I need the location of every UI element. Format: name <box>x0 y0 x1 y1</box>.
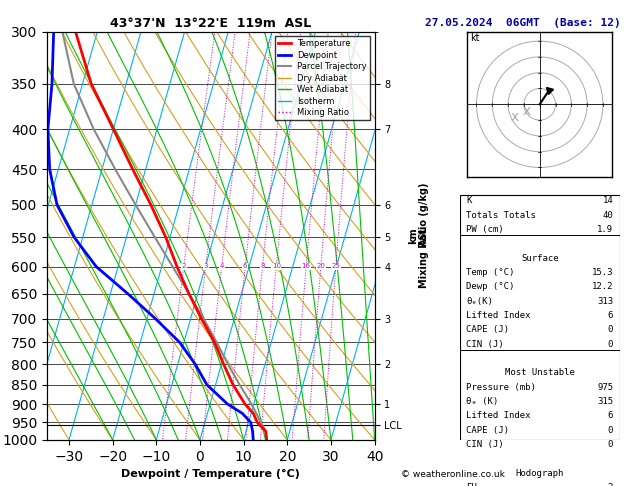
Text: Hodograph: Hodograph <box>516 469 564 478</box>
Text: θₑ(K): θₑ(K) <box>466 297 493 306</box>
Text: 8: 8 <box>260 263 265 269</box>
Text: Mixing Ratio (g/kg): Mixing Ratio (g/kg) <box>419 183 429 289</box>
Y-axis label: km
ASL: km ASL <box>408 226 429 246</box>
X-axis label: Dewpoint / Temperature (°C): Dewpoint / Temperature (°C) <box>121 469 300 479</box>
Text: Totals Totals: Totals Totals <box>466 211 536 220</box>
Text: 25: 25 <box>331 263 340 269</box>
FancyBboxPatch shape <box>460 195 620 440</box>
Text: 975: 975 <box>597 383 613 392</box>
Text: EH: EH <box>466 483 477 486</box>
Legend: Temperature, Dewpoint, Parcel Trajectory, Dry Adiabat, Wet Adiabat, Isotherm, Mi: Temperature, Dewpoint, Parcel Trajectory… <box>275 36 370 121</box>
Text: 10: 10 <box>272 263 281 269</box>
Text: 20: 20 <box>316 263 325 269</box>
Text: 0: 0 <box>608 340 613 349</box>
Text: 0: 0 <box>608 440 613 449</box>
Text: Lifted Index: Lifted Index <box>466 311 531 320</box>
Text: CAPE (J): CAPE (J) <box>466 426 509 435</box>
Text: 12.2: 12.2 <box>592 282 613 292</box>
Text: © weatheronline.co.uk: © weatheronline.co.uk <box>401 470 505 479</box>
Text: 4: 4 <box>220 263 224 269</box>
Text: θₑ (K): θₑ (K) <box>466 397 499 406</box>
Text: kt: kt <box>470 33 480 43</box>
Text: 15.3: 15.3 <box>592 268 613 277</box>
Text: 313: 313 <box>597 297 613 306</box>
Text: CIN (J): CIN (J) <box>466 440 504 449</box>
Text: Temp (°C): Temp (°C) <box>466 268 515 277</box>
Text: 0: 0 <box>608 426 613 435</box>
Text: 2: 2 <box>608 483 613 486</box>
Text: Dewp (°C): Dewp (°C) <box>466 282 515 292</box>
Text: PW (cm): PW (cm) <box>466 225 504 234</box>
Text: CAPE (J): CAPE (J) <box>466 326 509 334</box>
Text: 1.9: 1.9 <box>597 225 613 234</box>
Text: 2: 2 <box>182 263 186 269</box>
Text: 315: 315 <box>597 397 613 406</box>
Text: 14: 14 <box>603 196 613 206</box>
Text: x: x <box>510 110 518 124</box>
Text: x: x <box>523 104 531 118</box>
Text: 16: 16 <box>302 263 311 269</box>
Text: 6: 6 <box>608 311 613 320</box>
Text: Most Unstable: Most Unstable <box>504 368 575 378</box>
Text: Pressure (mb): Pressure (mb) <box>466 383 536 392</box>
Text: 40: 40 <box>603 211 613 220</box>
Text: Lifted Index: Lifted Index <box>466 412 531 420</box>
Text: 6: 6 <box>608 412 613 420</box>
Text: 0: 0 <box>608 326 613 334</box>
Text: CIN (J): CIN (J) <box>466 340 504 349</box>
Text: 27.05.2024  06GMT  (Base: 12): 27.05.2024 06GMT (Base: 12) <box>425 18 620 28</box>
Text: 3: 3 <box>203 263 208 269</box>
Text: 6: 6 <box>243 263 247 269</box>
Title: 43°37'N  13°22'E  119m  ASL: 43°37'N 13°22'E 119m ASL <box>110 17 311 31</box>
Text: Surface: Surface <box>521 254 559 263</box>
Text: K: K <box>466 196 472 206</box>
